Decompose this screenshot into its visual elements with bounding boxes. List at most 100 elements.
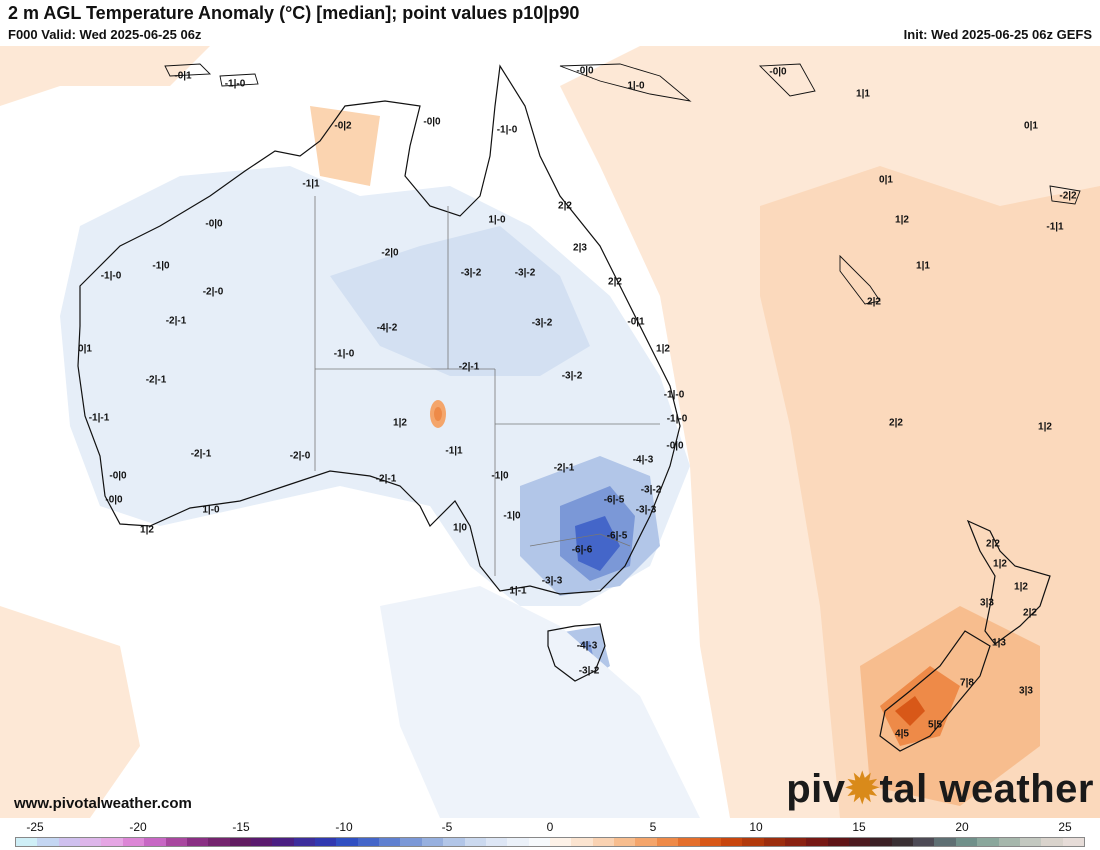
colorbar-swatch (934, 838, 956, 846)
colorbar-swatch (891, 838, 914, 846)
brand-text-right: tal weather (879, 767, 1094, 811)
point-value-label: 1|0 (453, 522, 467, 534)
colorbar-swatch (421, 838, 444, 846)
colorbar-swatch (699, 838, 721, 846)
point-value-label: -3|-2 (531, 317, 553, 329)
point-value-label: 1|-0 (488, 214, 506, 226)
brand-logo: piv✹tal weather (786, 766, 1094, 812)
point-value-label: -0|1 (174, 70, 192, 82)
point-value-label: -0|0 (576, 65, 594, 77)
point-value-label: 1|2 (895, 214, 909, 226)
point-value-label: 1|2 (993, 558, 1007, 570)
point-value-label: 2|2 (986, 538, 1000, 550)
colorbar-swatch (229, 838, 251, 846)
colorbar-swatch (507, 838, 529, 846)
colorbar-swatch (784, 838, 807, 846)
point-value-label: -0|0 (666, 440, 684, 452)
map-title: 2 m AGL Temperature Anomaly (°C) [median… (8, 3, 580, 23)
colorbar-swatch (464, 838, 486, 846)
point-value-label: 1|2 (1014, 581, 1028, 593)
colorbar-swatch (955, 838, 978, 846)
point-value-label: -2|2 (1059, 190, 1077, 202)
point-value-label: 1|-0 (202, 504, 220, 516)
colorbar-swatch (827, 838, 850, 846)
point-value-label: 2|2 (1023, 607, 1037, 619)
point-value-label: -2|-1 (165, 315, 187, 327)
colorbar: -25 -20 -15 -10 -5 0 5 10 15 20 25 (0, 818, 1100, 850)
colorbar-swatch (678, 838, 700, 846)
colorbar-tick-label: 25 (1058, 820, 1072, 834)
colorbar-swatch (977, 838, 999, 846)
colorbar-swatch (1062, 838, 1084, 846)
point-value-label: -0|0 (105, 494, 123, 506)
colorbar-swatch (635, 838, 657, 846)
brand-text-left: piv (786, 767, 846, 811)
colorbar-tick-label: -15 (232, 820, 250, 834)
colorbar-swatch (571, 838, 593, 846)
point-value-label: -2|-1 (458, 361, 480, 373)
colorbar-swatch (16, 838, 38, 846)
point-value-label: -0|0 (205, 218, 223, 230)
colorbar-swatch (315, 838, 337, 846)
point-value-label: 5|5 (928, 719, 942, 731)
colorbar-swatch (122, 838, 145, 846)
colorbar-swatch (742, 838, 764, 846)
colorbar-swatch (293, 838, 316, 846)
colorbar-swatch (1041, 838, 1063, 846)
colorbar-swatch (720, 838, 743, 846)
colorbar-swatch (614, 838, 636, 846)
colorbar-swatch (485, 838, 508, 846)
point-value-label: -0|0 (109, 470, 127, 482)
colorbar-swatch (400, 838, 422, 846)
point-value-label: -1|0 (491, 470, 509, 482)
colorbar-tick-label: 5 (649, 820, 657, 834)
point-value-label: -1|-0 (496, 124, 518, 136)
point-value-label: -1|-0 (333, 348, 355, 360)
colorbar-swatch (998, 838, 1020, 846)
point-value-label: 1|1 (916, 260, 930, 272)
colorbar-tick-label: -10 (335, 820, 353, 834)
point-value-label: -2|-1 (553, 462, 575, 474)
point-value-label: 4|5 (895, 728, 909, 740)
point-value-label: 1|-1 (509, 585, 527, 597)
gear-icon: ✹ (845, 767, 880, 811)
point-value-label: -3|-2 (514, 267, 536, 279)
point-value-label: -0|1 (627, 316, 645, 328)
point-value-label: -1|-0 (100, 270, 122, 282)
point-value-label: -2|-1 (375, 473, 397, 485)
colorbar-tick-label: -5 (441, 820, 453, 834)
colorbar-swatch (849, 838, 871, 846)
colorbar-tick-label: 0 (546, 820, 554, 834)
point-value-label: -2|-1 (145, 374, 167, 386)
point-value-label: -4|-2 (376, 322, 398, 334)
point-value-label: -2|-1 (190, 448, 212, 460)
point-value-label: -2|-0 (202, 286, 224, 298)
header: 2 m AGL Temperature Anomaly (°C) [median… (0, 0, 1100, 46)
point-value-label: -3|-2 (460, 267, 482, 279)
point-value-label: 1|3 (992, 637, 1006, 649)
point-value-label: 0|1 (78, 343, 92, 355)
colorbar-tick-label: -25 (26, 820, 44, 834)
point-value-label: 3|3 (980, 597, 994, 609)
point-value-label: -3|-3 (541, 575, 563, 587)
point-value-label: 0|1 (1024, 120, 1038, 132)
init-time: Init: Wed 2025-06-25 06z GEFS (903, 27, 1092, 42)
point-value-label: 1|2 (656, 343, 670, 355)
point-value-label: -6|-6 (571, 544, 593, 556)
point-value-label: -1|-1 (88, 412, 110, 424)
point-value-label: -1|-0 (224, 78, 246, 90)
colorbar-swatch (549, 838, 572, 846)
colorbar-swatch (592, 838, 615, 846)
colorbar-swatch (80, 838, 102, 846)
colorbar-swatch (37, 838, 59, 846)
point-value-label: 0|1 (879, 174, 893, 186)
point-value-label: -3|-2 (640, 484, 662, 496)
colorbar-swatch (250, 838, 273, 846)
colorbar-swatch (357, 838, 380, 846)
point-value-label: 2|3 (573, 242, 587, 254)
point-value-label: 7|8 (960, 677, 974, 689)
colorbar-swatch (336, 838, 358, 846)
point-value-label: -3|-3 (635, 504, 657, 516)
colorbar-swatch (806, 838, 828, 846)
point-value-label: -4|-3 (576, 640, 598, 652)
